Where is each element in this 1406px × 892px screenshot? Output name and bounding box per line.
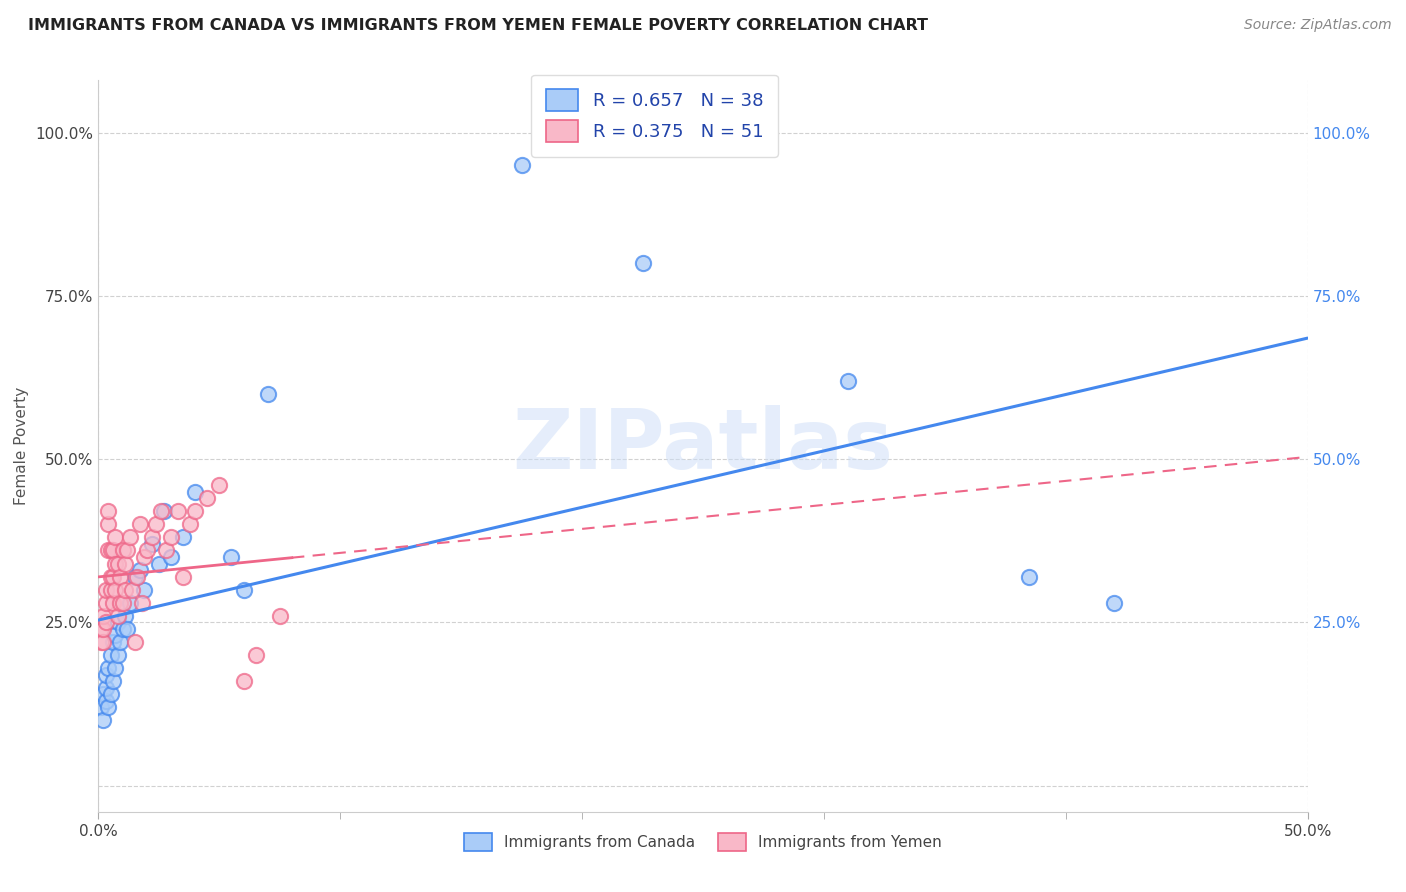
- Point: [118, 596, 141, 610]
- Point: [91, 714, 114, 728]
- Point: [100, 687, 122, 701]
- Point: [127, 569, 149, 583]
- Point: [91, 635, 114, 649]
- Point: [1102, 596, 1125, 610]
- Point: [124, 569, 146, 583]
- Point: [97, 543, 120, 558]
- Point: [101, 543, 124, 558]
- Point: [108, 569, 131, 583]
- Point: [232, 582, 254, 597]
- Point: [107, 557, 129, 571]
- Point: [91, 622, 114, 636]
- Point: [131, 596, 153, 610]
- Text: ZIPatlas: ZIPatlas: [513, 406, 893, 486]
- Y-axis label: Female Poverty: Female Poverty: [14, 387, 28, 505]
- Point: [111, 543, 134, 558]
- Point: [97, 504, 120, 518]
- Point: [195, 491, 218, 506]
- Point: [128, 563, 150, 577]
- Point: [94, 681, 117, 695]
- Point: [160, 530, 183, 544]
- Point: [94, 667, 117, 681]
- Point: [107, 648, 129, 662]
- Point: [90, 635, 112, 649]
- Point: [101, 635, 124, 649]
- Point: [104, 582, 127, 597]
- Point: [111, 622, 134, 636]
- Point: [91, 687, 114, 701]
- Point: [134, 582, 156, 597]
- Point: [221, 549, 243, 564]
- Point: [141, 537, 163, 551]
- Point: [245, 648, 267, 662]
- Point: [107, 608, 129, 623]
- Point: [167, 504, 190, 518]
- Point: [124, 635, 146, 649]
- Point: [94, 694, 117, 708]
- Point: [90, 700, 112, 714]
- Point: [160, 549, 183, 564]
- Point: [108, 635, 131, 649]
- Point: [837, 374, 859, 388]
- Point: [184, 484, 207, 499]
- Legend: Immigrants from Canada, Immigrants from Yemen: Immigrants from Canada, Immigrants from …: [457, 825, 949, 859]
- Point: [118, 530, 141, 544]
- Point: [256, 386, 278, 401]
- Point: [631, 256, 654, 270]
- Point: [134, 549, 156, 564]
- Point: [152, 504, 174, 518]
- Point: [179, 517, 201, 532]
- Point: [97, 700, 120, 714]
- Point: [100, 648, 122, 662]
- Point: [232, 674, 254, 689]
- Point: [91, 608, 114, 623]
- Point: [97, 661, 120, 675]
- Point: [94, 615, 117, 630]
- Point: [100, 543, 122, 558]
- Point: [100, 569, 122, 583]
- Point: [90, 622, 112, 636]
- Point: [104, 557, 127, 571]
- Point: [100, 582, 122, 597]
- Point: [114, 582, 136, 597]
- Point: [135, 543, 157, 558]
- Point: [104, 661, 127, 675]
- Point: [128, 517, 150, 532]
- Point: [101, 674, 124, 689]
- Point: [111, 596, 134, 610]
- Point: [108, 596, 131, 610]
- Point: [172, 569, 194, 583]
- Point: [107, 615, 129, 630]
- Point: [94, 596, 117, 610]
- Point: [208, 478, 231, 492]
- Point: [184, 504, 207, 518]
- Point: [155, 543, 177, 558]
- Point: [117, 622, 139, 636]
- Point: [148, 557, 170, 571]
- Point: [104, 530, 127, 544]
- Point: [104, 628, 127, 642]
- Point: [94, 582, 117, 597]
- Point: [101, 596, 124, 610]
- Text: Source: ZipAtlas.com: Source: ZipAtlas.com: [1244, 18, 1392, 32]
- Point: [145, 517, 167, 532]
- Point: [510, 158, 533, 172]
- Point: [141, 530, 163, 544]
- Point: [97, 517, 120, 532]
- Point: [121, 582, 143, 597]
- Point: [172, 530, 194, 544]
- Point: [117, 543, 139, 558]
- Point: [150, 504, 173, 518]
- Point: [269, 608, 291, 623]
- Point: [101, 569, 124, 583]
- Text: IMMIGRANTS FROM CANADA VS IMMIGRANTS FROM YEMEN FEMALE POVERTY CORRELATION CHART: IMMIGRANTS FROM CANADA VS IMMIGRANTS FRO…: [28, 18, 928, 33]
- Point: [1018, 569, 1040, 583]
- Point: [114, 608, 136, 623]
- Point: [114, 557, 136, 571]
